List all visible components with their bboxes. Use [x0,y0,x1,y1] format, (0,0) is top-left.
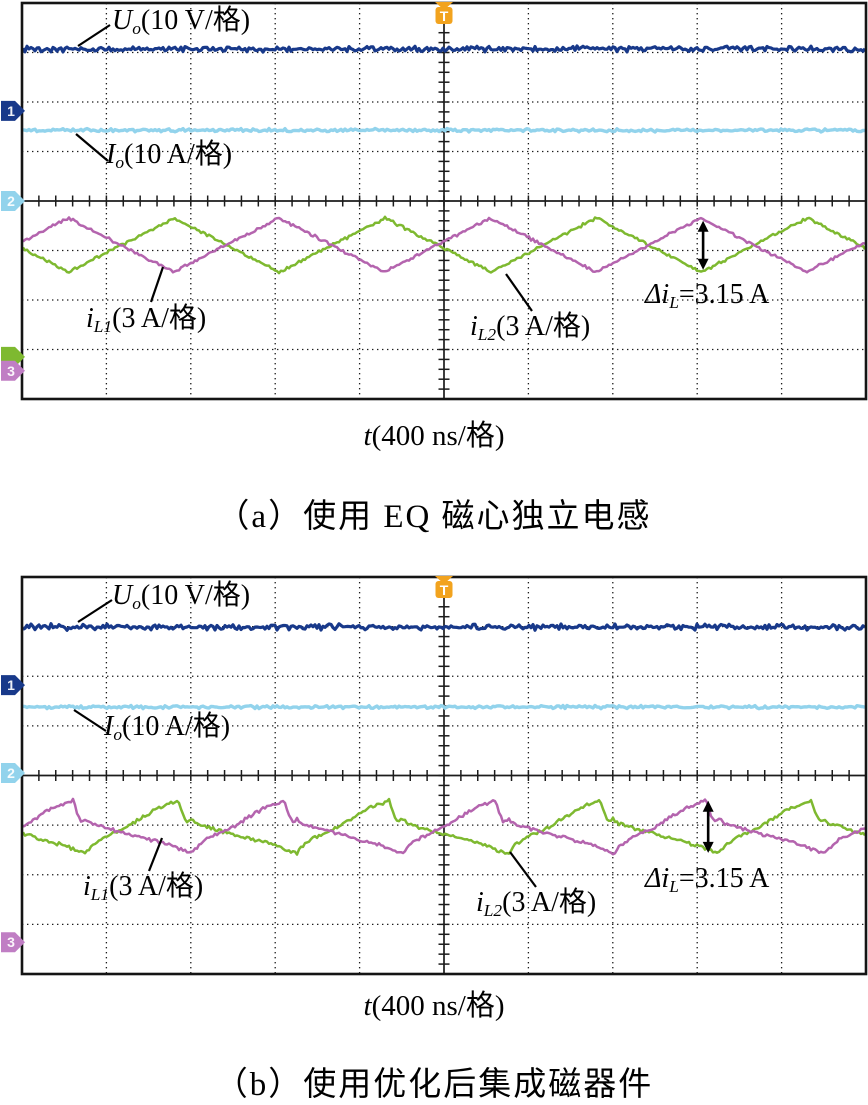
il2-symbol: i [470,311,478,342]
uo-symbol: U [112,5,133,36]
il1-label-b: iL1(3 A/格) [83,871,204,904]
io-symbol: I [106,139,116,170]
svg-text:2: 2 [7,193,15,209]
il2-label-b: iL2(3 A/格) [476,887,597,920]
io-symbol: I [104,711,114,742]
io-label-b: Io(10 A/格) [104,711,231,744]
svg-text:3: 3 [7,934,15,950]
uo-label-b: Uo(10 V/格) [112,580,251,613]
ripple-symbol: Δi [645,279,670,310]
svg-text:T: T [440,582,449,598]
svg-text:1: 1 [7,677,15,693]
il1-symbol: i [83,871,91,902]
ripple-label-a: ΔiL=3.15 A [645,279,770,312]
time-axis-label-a: t(400 ns/格) [363,420,505,452]
caption-b: （b）使用优化后集成磁器件 [214,1067,654,1103]
il1-symbol: i [86,303,94,334]
il2-label-a: iL2(3 A/格) [470,311,591,344]
ripple-symbol: Δi [645,863,670,894]
il1-label-a: iL1(3 A/格) [86,303,207,336]
svg-text:T: T [440,8,449,24]
time-axis-label-b: t(400 ns/格) [363,990,505,1022]
svg-text:1: 1 [7,103,15,119]
uo-symbol: U [112,580,133,611]
caption-a: （a）使用 EQ 磁心独立电感 [216,499,652,535]
ripple-label-b: ΔiL=3.15 A [645,863,770,896]
io-label-a: Io(10 A/格) [106,139,233,172]
svg-text:3: 3 [7,363,15,379]
il2-symbol: i [476,887,484,918]
uo-label-a: Uo(10 V/格) [112,5,251,38]
svg-text:2: 2 [7,765,15,781]
